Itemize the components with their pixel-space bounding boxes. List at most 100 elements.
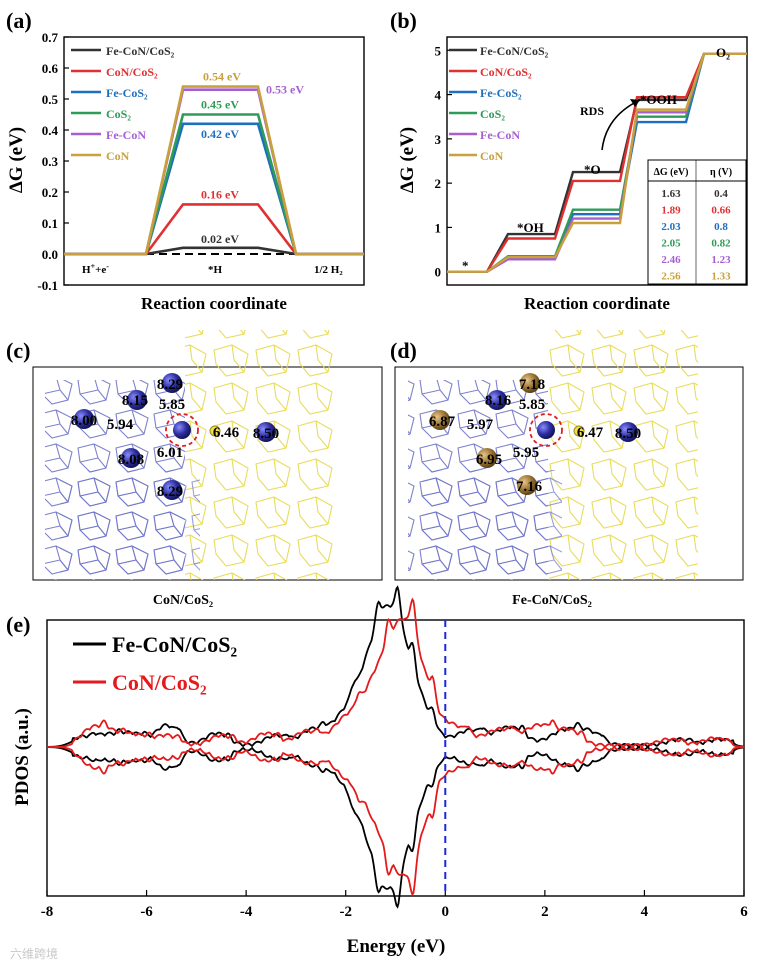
structure-c-caption: CoN/CoS₂ [153, 593, 213, 608]
structure-d-center-atom [537, 421, 555, 439]
pdos-spin-up [47, 585, 745, 749]
structure-c-site-highlight [165, 413, 199, 447]
y-tick-label: 0.1 [42, 216, 58, 231]
series-line [447, 52, 747, 273]
x-tick-label: 0 [442, 904, 450, 920]
table-cell-dg: 2.56 [661, 271, 681, 283]
state-o: *O [584, 162, 601, 177]
overpotential-table: ΔG (eV) η (V) 1.63 0.4 1.89 0.66 2.03 0.8 2.05… [647, 159, 747, 285]
y-tick-label: 0.5 [42, 92, 59, 107]
y-tick-label: -0.1 [37, 278, 58, 293]
structure-d-caption: Fe-CoN/CoS₂ [512, 593, 592, 608]
legend-label: Fe-CoS₂ [106, 86, 148, 100]
structure-d-atom-charge: 7.16 [516, 479, 543, 495]
table-header-eta: η (V) [710, 167, 732, 178]
table-body: 1.63 0.4 1.89 0.66 2.03 0.8 2.05 0.82 2.46 1.23 2.… [661, 188, 731, 283]
structure-c-atom-charge: 8.15 [122, 393, 148, 409]
structure-c-s-atom [209, 425, 221, 437]
pdos-spin-down [47, 745, 745, 909]
table-cell-eta: 0.82 [711, 238, 731, 250]
structure-d-fe-atom [517, 475, 537, 495]
table-cell-dg: 2.03 [661, 221, 681, 233]
panel-a-legend: Fe-CoN/CoS₂ CoN/CoS₂ Fe-CoS₂ CoS₂ Fe-CoN CoN [71, 44, 175, 163]
table-header-dg: ΔG (eV) [654, 167, 689, 178]
table-cell-dg: 1.89 [661, 205, 681, 217]
x-tick-label: -4 [240, 904, 253, 920]
structure-d-fe-atom [520, 373, 540, 393]
table-cell-eta: 0.8 [714, 221, 728, 233]
legend-label: CoN [106, 149, 130, 163]
structure-d-atom-charge: 6.95 [476, 452, 502, 468]
y-tick-label: 3 [435, 132, 442, 147]
panel-b-label: (b) [390, 8, 417, 33]
legend-label: Fe-CoS₂ [480, 86, 522, 100]
legend-label: Fe-CoN [106, 128, 146, 142]
structure-d-fe-atom [430, 410, 450, 430]
state-start: H++e- [82, 262, 109, 276]
legend-label: Fe-CoN/CoS₂ [106, 44, 175, 58]
series-line [447, 52, 747, 273]
structure-d-con-lower [422, 470, 562, 580]
table-cell-dg: 2.05 [661, 238, 681, 250]
structure-d-bond-charge: 5.95 [513, 445, 539, 461]
structure-d-site-highlight [529, 413, 563, 447]
value-label: 0.42 eV [201, 127, 239, 141]
panel-e-x-axis: -8 -6 -4 -2 0 2 4 6 [41, 890, 748, 920]
structure-d-cos2-lattice [548, 330, 698, 580]
panel-e-ylabel: PDOS (a.u.) [12, 708, 33, 806]
structure-c-atom-charge: 8.00 [71, 413, 97, 429]
y-tick-label: 4 [435, 88, 442, 103]
structure-c-bond-charge: 6.46 [213, 425, 240, 441]
x-tick-label: -8 [41, 904, 54, 920]
panel-b: (b) 0 1 2 3 4 5 ΔG (eV) Reaction coordinate *… [390, 8, 748, 313]
structure-c-cos2-lattice [185, 330, 335, 580]
structure-c-atom [121, 448, 141, 468]
state-h: *H [208, 264, 223, 276]
state-ooh: *OOH [640, 92, 677, 107]
x-tick-label: -2 [339, 904, 352, 920]
panel-a-xlabel: Reaction coordinate [141, 294, 287, 313]
structure-d-atom [618, 422, 638, 442]
structure-d-atom-charge: 6.87 [429, 414, 456, 430]
structure-d-atom-charge: 8.16 [485, 393, 512, 409]
y-tick-label: 0.6 [42, 61, 59, 76]
y-tick-label: 0 [435, 265, 442, 280]
table-cell-eta: 0.66 [711, 205, 731, 217]
value-label: 0.45 eV [201, 98, 239, 112]
panel-a-y-axis: -0.1 0.0 0.1 0.2 0.3 0.4 0.5 0.6 0.7 [37, 30, 69, 293]
panel-a: (a) -0.1 0.0 0.1 0.2 0.3 0.4 0.5 0.6 0.7 ΔG (eV)… [6, 8, 365, 313]
y-tick-label: 5 [435, 43, 442, 58]
panel-a-series [64, 85, 364, 256]
pdos-spin-up [47, 597, 744, 749]
structure-c-bond-charge: 5.85 [159, 397, 185, 413]
table-cell-eta: 1.33 [711, 271, 731, 283]
x-tick-label: 6 [740, 904, 748, 920]
value-label: 0.16 eV [201, 187, 239, 201]
panel-a-ylabel: ΔG (eV) [6, 127, 27, 193]
structure-c-atom-charge: 8.29 [157, 484, 183, 500]
structure-c-atom [162, 480, 182, 500]
panel-e-label: (e) [6, 612, 30, 637]
x-tick-label: -6 [140, 904, 153, 920]
value-label: 0.54 eV [203, 70, 241, 84]
structure-d-bond-charge: 5.97 [467, 417, 494, 433]
legend-label: CoS₂ [480, 107, 505, 121]
y-tick-label: 0.7 [42, 30, 59, 45]
rds-label: RDS [580, 104, 604, 118]
value-label: 0.53 eV [266, 83, 304, 97]
state-end: 1/2 H₂ [314, 264, 343, 276]
structure-c-atom-charge: 8.50 [253, 426, 279, 442]
y-tick-label: 0.2 [42, 185, 58, 200]
structure-c-atom [127, 390, 147, 410]
panel-b-ylabel: ΔG (eV) [397, 127, 418, 193]
pdos-spin-down [47, 745, 744, 897]
legend-label: CoN [480, 149, 504, 163]
structure-c-atom [162, 373, 182, 393]
table-cell-eta: 1.23 [711, 254, 731, 266]
state-oh: *OH [517, 220, 544, 235]
structure-c-atom [256, 422, 276, 442]
state-star: * [462, 258, 469, 273]
panel-e-frame [46, 619, 745, 897]
panel-a-value-labels: 0.02 eV 0.16 eV 0.42 eV 0.45 eV 0.53 eV 0.54 … [201, 70, 304, 246]
